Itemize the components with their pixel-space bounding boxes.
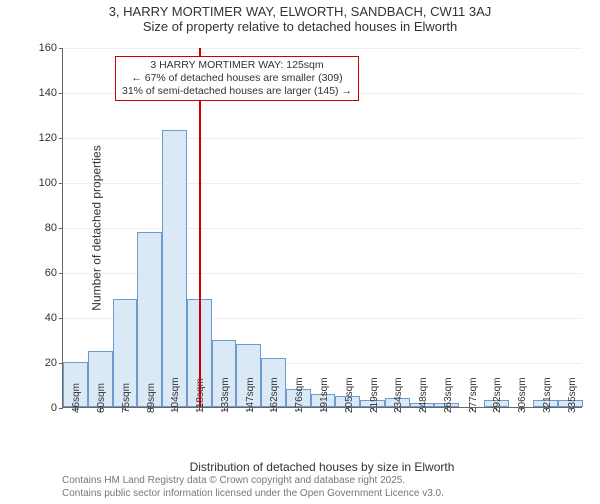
xtick-label: 248sqm [418,377,429,413]
x-axis-label: Distribution of detached houses by size … [190,460,455,474]
xtick-label: 89sqm [146,383,157,413]
xtick-label: 277sqm [468,377,479,413]
ytick-label: 20 [45,357,63,369]
xtick-label: 104sqm [170,377,181,413]
ytick-label: 60 [45,267,63,279]
ytick-label: 140 [39,87,63,99]
xtick-label: 75sqm [121,383,132,413]
xtick-label: 162sqm [269,377,280,413]
chart-area: 02040608010012014016046sqm60sqm75sqm89sq… [62,48,582,408]
chart-title-line1: 3, HARRY MORTIMER WAY, ELWORTH, SANDBACH… [0,4,600,19]
ytick-label: 0 [51,402,63,414]
xtick-label: 133sqm [220,377,231,413]
histogram-bar [137,232,162,408]
footer-line2: Contains public sector information licen… [62,488,444,501]
annotation-box: 3 HARRY MORTIMER WAY: 125sqm ← 67% of de… [115,56,359,101]
ytick-label: 160 [39,42,63,54]
ytick-label: 120 [39,132,63,144]
xtick-label: 306sqm [517,377,528,413]
plot: 02040608010012014016046sqm60sqm75sqm89sq… [62,48,582,408]
xtick-label: 191sqm [319,377,330,413]
xtick-label: 46sqm [71,383,82,413]
ytick-label: 40 [45,312,63,324]
xtick-label: 219sqm [369,377,380,413]
xtick-label: 147sqm [245,377,256,413]
xtick-label: 292sqm [492,377,503,413]
footer-line1: Contains HM Land Registry data © Crown c… [62,475,444,488]
xtick-label: 263sqm [443,377,454,413]
gridline [63,183,582,184]
annotation-line2: ← 67% of detached houses are smaller (30… [122,72,352,85]
xtick-label: 205sqm [344,377,355,413]
chart-title-line2: Size of property relative to detached ho… [0,19,600,34]
reference-line [199,48,201,407]
histogram-bar [162,130,187,407]
ytick-label: 100 [39,177,63,189]
annotation-line3: 31% of semi-detached houses are larger (… [122,85,352,98]
xtick-label: 234sqm [393,377,404,413]
y-axis-label: Number of detached properties [90,145,104,310]
xtick-label: 60sqm [96,383,107,413]
gridline [63,228,582,229]
gridline [63,138,582,139]
xtick-label: 176sqm [294,377,305,413]
xtick-label: 335sqm [567,377,578,413]
footer: Contains HM Land Registry data © Crown c… [62,475,444,500]
xtick-label: 321sqm [542,377,553,413]
annotation-line1: 3 HARRY MORTIMER WAY: 125sqm [122,59,352,72]
ytick-label: 80 [45,222,63,234]
gridline [63,48,582,49]
